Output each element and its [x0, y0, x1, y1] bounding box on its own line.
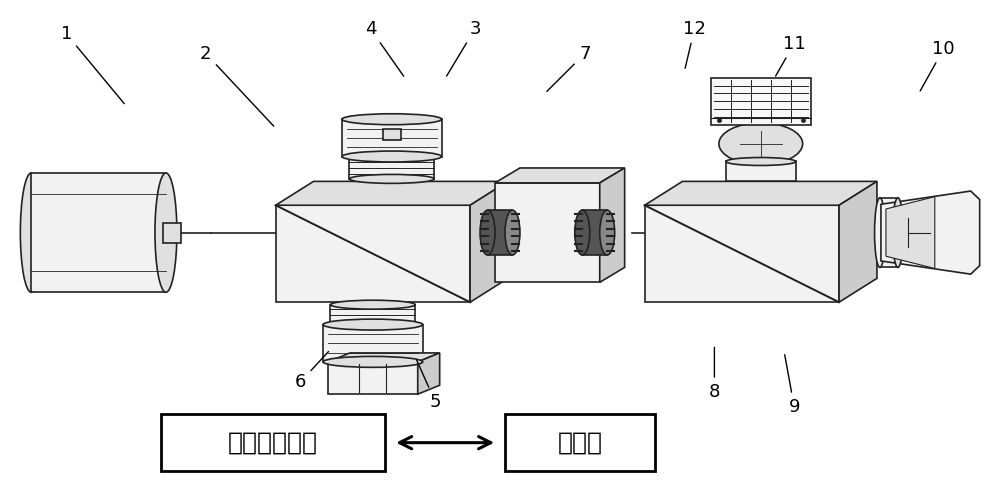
- Bar: [163, 222, 181, 242]
- Polygon shape: [645, 182, 877, 205]
- Polygon shape: [886, 196, 935, 268]
- Bar: [383, 129, 401, 140]
- Text: 8: 8: [709, 348, 720, 401]
- Bar: [323, 324, 423, 362]
- Ellipse shape: [323, 319, 423, 330]
- Polygon shape: [881, 191, 980, 274]
- Ellipse shape: [342, 114, 442, 124]
- Polygon shape: [418, 353, 440, 394]
- Ellipse shape: [575, 210, 590, 255]
- Polygon shape: [600, 168, 625, 282]
- Polygon shape: [495, 168, 625, 183]
- Bar: [505, 414, 655, 472]
- Text: 5: 5: [416, 360, 441, 410]
- Text: 7: 7: [547, 44, 591, 92]
- Ellipse shape: [349, 174, 434, 184]
- Ellipse shape: [480, 210, 495, 255]
- Text: 计算机: 计算机: [557, 430, 602, 454]
- Polygon shape: [645, 205, 839, 302]
- Bar: [495, 183, 600, 282]
- Text: 11: 11: [776, 34, 806, 76]
- Text: 4: 4: [365, 20, 404, 76]
- Bar: [328, 362, 418, 394]
- Bar: [880, 198, 898, 268]
- Ellipse shape: [155, 173, 177, 292]
- Text: 3: 3: [447, 20, 481, 76]
- Polygon shape: [470, 182, 508, 302]
- Text: 12: 12: [683, 20, 706, 68]
- Ellipse shape: [875, 198, 885, 268]
- Ellipse shape: [505, 210, 520, 255]
- Ellipse shape: [349, 152, 434, 161]
- Ellipse shape: [330, 300, 415, 309]
- Bar: [349, 156, 434, 179]
- Ellipse shape: [893, 198, 903, 268]
- Polygon shape: [839, 182, 877, 302]
- Bar: [342, 119, 442, 156]
- Text: 信号采集处理: 信号采集处理: [228, 430, 318, 454]
- Bar: [31, 173, 166, 292]
- Ellipse shape: [726, 158, 796, 166]
- Polygon shape: [276, 205, 470, 302]
- Text: 10: 10: [920, 40, 955, 91]
- Ellipse shape: [323, 356, 423, 368]
- Bar: [161, 414, 385, 472]
- Ellipse shape: [600, 210, 615, 255]
- Ellipse shape: [342, 151, 442, 162]
- Bar: [330, 304, 415, 324]
- Text: 6: 6: [295, 352, 329, 391]
- Ellipse shape: [20, 173, 42, 292]
- Ellipse shape: [330, 320, 415, 329]
- Bar: [582, 210, 607, 255]
- Text: 9: 9: [785, 354, 800, 416]
- Polygon shape: [328, 353, 440, 362]
- Text: 1: 1: [61, 24, 124, 103]
- Text: 2: 2: [200, 44, 274, 126]
- Circle shape: [719, 123, 803, 164]
- Bar: [711, 78, 811, 125]
- Bar: [488, 210, 512, 255]
- Bar: [726, 162, 796, 182]
- Polygon shape: [276, 182, 508, 205]
